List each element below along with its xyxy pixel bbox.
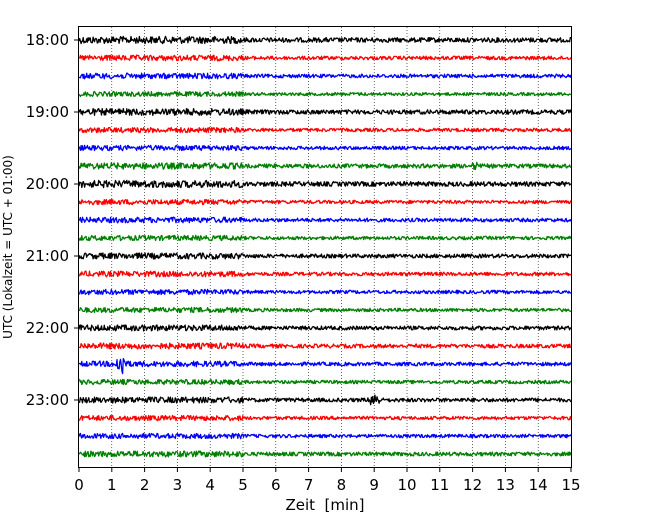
trace-21:45 xyxy=(79,306,572,314)
y-tick-label: 20:00 xyxy=(26,175,69,193)
y-tick-label: 23:00 xyxy=(26,391,69,409)
vertical-grid xyxy=(111,27,539,467)
x-tick-label: 6 xyxy=(271,476,281,494)
x-tick-label: 5 xyxy=(238,476,248,494)
trace-23:30 xyxy=(78,432,572,440)
trace-18:30 xyxy=(78,72,572,80)
x-tick-label: 0 xyxy=(74,476,84,494)
x-axis-label: Zeit [min] xyxy=(285,496,364,514)
trace-20:00 xyxy=(78,179,572,189)
x-tick-label: 2 xyxy=(140,476,150,494)
trace-18:15 xyxy=(78,54,572,62)
trace-21:15 xyxy=(78,270,572,278)
x-tick-label: 10 xyxy=(397,476,416,494)
trace-22:15 xyxy=(78,342,572,350)
trace-22:00 xyxy=(78,324,572,332)
x-axis-ticks: 0 1 2 3 4 5 6 7 8 9 10 11 12 13 14 15 xyxy=(74,467,581,494)
trace-23:15 xyxy=(78,414,572,422)
trace-20:15 xyxy=(78,198,572,206)
x-tick-label: 3 xyxy=(173,476,183,494)
x-tick-label: 11 xyxy=(430,476,449,494)
trace-19:15 xyxy=(78,126,572,134)
trace-18:00 xyxy=(78,35,571,45)
trace-22:30 xyxy=(78,357,572,375)
trace-21:00 xyxy=(78,252,572,260)
trace-19:45 xyxy=(78,161,571,171)
trace-23:00 xyxy=(78,394,572,406)
y-tick-label: 22:00 xyxy=(26,319,69,337)
x-tick-label: 9 xyxy=(369,476,379,494)
y-axis-ticks: 18:00 19:00 20:00 21:00 22:00 23:00 xyxy=(26,31,79,409)
plot-frame xyxy=(78,26,572,468)
x-tick-label: 8 xyxy=(337,476,347,494)
x-tick-label: 15 xyxy=(561,476,580,494)
y-tick-label: 21:00 xyxy=(26,247,69,265)
x-tick-label: 4 xyxy=(205,476,215,494)
x-tick-label: 1 xyxy=(107,476,117,494)
y-axis-label: UTC (Lokalzeit = UTC + 01:00) xyxy=(1,155,15,339)
x-tick-label: 7 xyxy=(304,476,314,494)
trace-21:30 xyxy=(78,288,572,296)
trace-19:30 xyxy=(78,144,572,152)
x-tick-label: 13 xyxy=(496,476,515,494)
x-tick-label: 14 xyxy=(529,476,548,494)
seismogram-traces xyxy=(78,35,572,458)
y-tick-label: 18:00 xyxy=(26,31,69,49)
y-tick-label: 19:00 xyxy=(26,103,69,121)
trace-19:00 xyxy=(78,107,572,117)
trace-20:30 xyxy=(78,216,572,224)
trace-18:45 xyxy=(78,90,572,98)
trace-20:45 xyxy=(78,234,572,242)
trace-22:45 xyxy=(78,378,572,386)
trace-23:45 xyxy=(78,450,572,458)
x-tick-label: 12 xyxy=(463,476,482,494)
